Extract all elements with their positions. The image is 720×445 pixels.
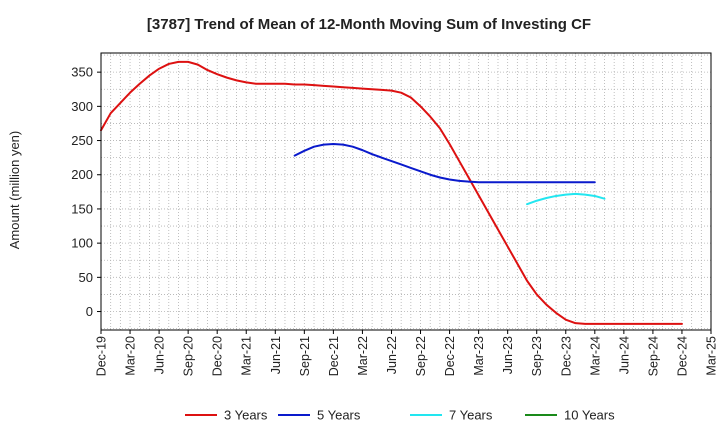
series-line	[100, 60, 683, 325]
chart-title: [3787] Trend of Mean of 12-Month Moving …	[147, 16, 591, 33]
y-tick-label: 200	[71, 167, 93, 182]
y-tick-label: 50	[79, 270, 93, 285]
x-tick-label: Jun-23	[501, 336, 515, 374]
y-tick-label: 300	[71, 99, 93, 114]
x-tick-label: Jun-21	[269, 336, 283, 374]
x-tick-label: Mar-21	[240, 336, 254, 376]
x-tick-label: Dec-20	[211, 336, 225, 376]
x-tick-label: Sep-23	[530, 336, 544, 376]
y-tick-label: 250	[71, 133, 93, 148]
y-tick-label: 0	[86, 304, 93, 319]
x-tick-label: Sep-22	[414, 336, 428, 376]
x-tick-label: Sep-20	[182, 336, 196, 376]
plot-frame	[100, 52, 712, 331]
x-tick-label: Dec-19	[95, 336, 109, 376]
x-tick-label: Mar-24	[588, 336, 602, 376]
x-tick-label: Mar-25	[705, 336, 719, 376]
x-tick-label: Dec-21	[327, 336, 341, 376]
x-tick-label: Dec-22	[443, 336, 457, 376]
x-tick-label: Mar-20	[124, 336, 138, 376]
legend-label: 5 Years	[317, 408, 361, 423]
y-tick-label: 100	[71, 236, 93, 251]
y-tick-labels: 0 50 100 150 200 250 300 350	[71, 65, 101, 319]
series-line	[526, 192, 606, 206]
grid-layer	[101, 53, 711, 330]
x-tick-label: Jun-22	[385, 336, 399, 374]
x-tick-labels: Dec-19 Mar-20 Jun-20 Sep-20 Dec-20 Mar-21 Jun-…	[95, 330, 719, 376]
x-tick-label: Dec-24	[675, 336, 689, 376]
y-tick-label: 350	[71, 65, 93, 80]
series-line	[293, 142, 596, 184]
series-layer	[100, 60, 683, 325]
legend-label: 7 Years	[449, 408, 493, 423]
x-tick-label: Mar-22	[356, 336, 370, 376]
x-tick-label: Sep-21	[298, 336, 312, 376]
x-tick-label: Sep-24	[646, 336, 660, 376]
legend-label: 10 Years	[564, 408, 615, 423]
x-tick-label: Mar-23	[472, 336, 486, 376]
x-tick-label: Jun-20	[153, 336, 167, 374]
legend: 3 Years 5 Years 7 Years 10 Years	[185, 408, 615, 423]
y-axis-label: Amount (million yen)	[7, 131, 22, 250]
x-tick-label: Jun-24	[617, 336, 631, 374]
legend-label: 3 Years	[224, 408, 268, 423]
y-tick-label: 150	[71, 201, 93, 216]
x-tick-label: Dec-23	[559, 336, 573, 376]
